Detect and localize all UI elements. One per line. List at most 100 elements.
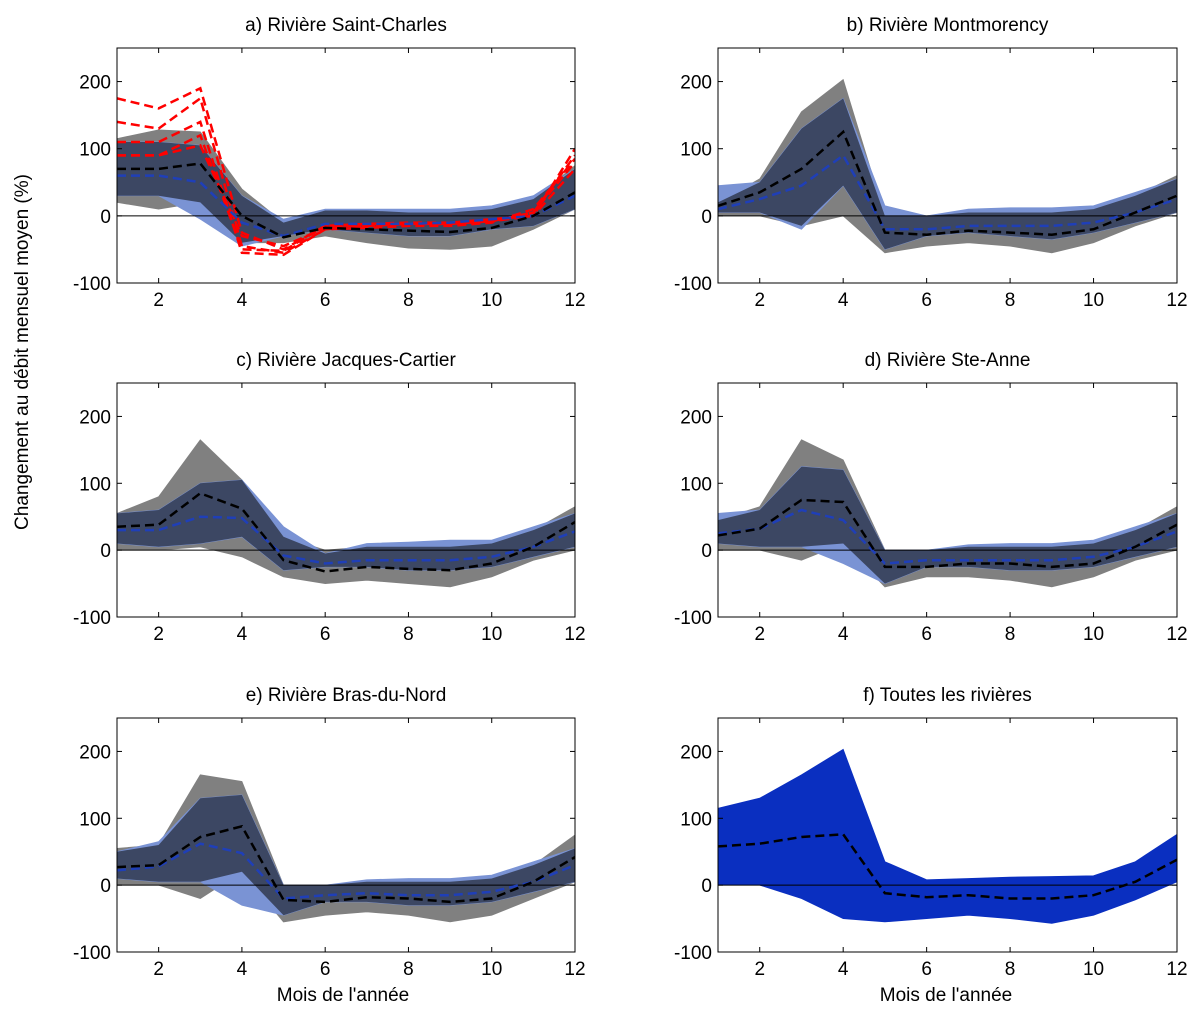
series-black-median — [117, 491, 575, 573]
series-blue-median — [117, 174, 575, 238]
plot-area — [718, 439, 1177, 588]
x-tick-label: 8 — [403, 624, 414, 645]
y-tick-label: 200 — [680, 407, 712, 428]
plot-area — [117, 439, 575, 588]
x-tick-label: 8 — [403, 959, 414, 980]
panel-1: 2 4 6 8 10 12 -100 0 100 200 a) Rivière Saint-Char… — [73, 15, 586, 311]
y-tick-label: -100 — [674, 943, 712, 964]
y-tick-label: 0 — [701, 541, 712, 562]
x-tick-label: 8 — [1005, 959, 1016, 980]
band-overlap — [718, 98, 1177, 250]
x-tick-label: 6 — [320, 959, 331, 980]
y-tick-label: 200 — [79, 742, 111, 763]
x-tick-label: 6 — [921, 959, 932, 980]
x-tick-label: 8 — [1005, 624, 1016, 645]
panel-3: 2 4 6 8 10 12 -100 0 100 200 c) Rivière Jacques-Ca… — [73, 350, 586, 645]
x-tick-label: 2 — [754, 959, 765, 980]
x-tick-label: 8 — [403, 290, 414, 311]
x-tick-label: 12 — [1166, 290, 1187, 311]
x-tick-label: 4 — [237, 959, 248, 980]
x-tick-label: 4 — [237, 290, 248, 311]
panel-title: a) Rivière Saint-Charles — [245, 15, 447, 36]
plot-area — [117, 774, 575, 923]
figure-xlabel-right: Mois de l'année — [880, 985, 1013, 1006]
series-blue-median — [117, 842, 575, 900]
x-tick-label: 4 — [838, 959, 849, 980]
x-tick-label: 2 — [153, 624, 164, 645]
y-tick-label: -100 — [73, 274, 111, 295]
figure-xlabel-left: Mois de l'année — [277, 985, 410, 1006]
y-tick-label: 200 — [79, 407, 111, 428]
x-tick-label: 4 — [838, 624, 849, 645]
axes-frame — [116, 717, 576, 953]
x-tick-label: 12 — [1166, 624, 1187, 645]
y-tick-label: 0 — [100, 207, 111, 228]
x-tick-label: 10 — [1083, 624, 1104, 645]
x-tick-label: 2 — [754, 624, 765, 645]
y-tick-label: 100 — [79, 140, 111, 161]
y-tick-label: 200 — [79, 73, 111, 94]
x-tick-label: 10 — [1083, 959, 1104, 980]
band-overlap — [718, 466, 1177, 584]
axes-frame — [116, 47, 576, 284]
panel-5: 2 4 6 8 10 12 -100 0 100 200 e) Rivière Bras-du-No… — [73, 685, 586, 980]
y-tick-label: -100 — [73, 608, 111, 629]
y-tick-label: 0 — [100, 876, 111, 897]
y-tick-label: 100 — [79, 809, 111, 830]
x-tick-label: 8 — [1005, 290, 1016, 311]
x-tick-label: 12 — [1166, 959, 1187, 980]
x-tick-label: 6 — [320, 624, 331, 645]
series-blue-median — [718, 153, 1177, 231]
x-tick-label: 6 — [921, 290, 932, 311]
band-all — [718, 748, 1177, 924]
x-tick-label: 12 — [564, 290, 585, 311]
y-tick-label: 0 — [100, 541, 111, 562]
x-tick-label: 2 — [153, 959, 164, 980]
x-tick-label: 10 — [481, 959, 502, 980]
y-tick-label: 0 — [701, 876, 712, 897]
y-tick-label: -100 — [73, 943, 111, 964]
x-tick-label: 10 — [481, 624, 502, 645]
axes-frame — [116, 382, 576, 618]
figure-ylabel: Changement au débit mensuel moyen (%) — [12, 174, 33, 530]
y-tick-label: 200 — [680, 742, 712, 763]
series-blue-median — [718, 508, 1177, 565]
panel-title: e) Rivière Bras-du-Nord — [246, 685, 447, 706]
x-tick-label: 2 — [754, 290, 765, 311]
band-overlap — [117, 479, 575, 571]
plot-area — [718, 748, 1177, 924]
y-tick-label: 100 — [680, 809, 712, 830]
y-tick-label: -100 — [674, 608, 712, 629]
series-black-median — [117, 162, 575, 239]
panel-title: c) Rivière Jacques-Cartier — [236, 350, 456, 371]
series-black-median — [718, 498, 1177, 569]
y-tick-label: -100 — [674, 274, 712, 295]
panel-title: d) Rivière Ste-Anne — [865, 350, 1031, 371]
panel-title: f) Toutes les rivières — [863, 685, 1032, 706]
axes-frame — [717, 717, 1178, 953]
x-tick-label: 12 — [564, 959, 585, 980]
x-tick-label: 6 — [921, 624, 932, 645]
series-blue-median — [117, 515, 575, 565]
x-tick-label: 12 — [564, 624, 585, 645]
x-tick-label: 10 — [1083, 290, 1104, 311]
axes-frame — [717, 382, 1178, 618]
y-tick-label: 100 — [680, 474, 712, 495]
series-red-5 — [117, 143, 575, 248]
series-black-median — [117, 824, 575, 904]
series-black-median — [718, 833, 1177, 900]
x-tick-label: 10 — [481, 290, 502, 311]
panel-2: 2 4 6 8 10 12 -100 0 100 200 b) Rivière Montmorenc… — [674, 15, 1188, 311]
panel-title: b) Rivière Montmorency — [847, 15, 1049, 36]
y-tick-label: 200 — [680, 73, 712, 94]
x-tick-label: 4 — [237, 624, 248, 645]
y-tick-label: 100 — [79, 474, 111, 495]
panel-6: 2 4 6 8 10 12 -100 0 100 200 f) Toutes les rivière… — [674, 685, 1188, 980]
plot-area — [117, 86, 575, 257]
axes-frame — [717, 47, 1178, 284]
panel-4: 2 4 6 8 10 12 -100 0 100 200 d) Rivière Ste-Anne — [674, 350, 1188, 645]
x-tick-label: 2 — [153, 290, 164, 311]
x-tick-label: 4 — [838, 290, 849, 311]
